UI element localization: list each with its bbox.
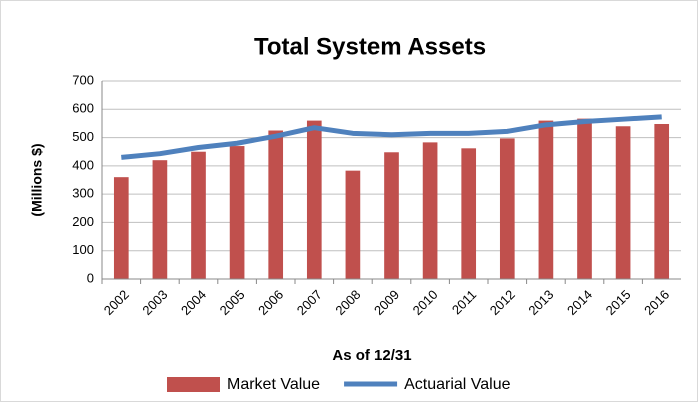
x-axis-label: As of 12/31 [332,347,411,364]
y-axis-label: (Millions $) [29,143,45,216]
bar [499,138,515,279]
legend-label: Actuarial Value [404,376,511,393]
line [121,114,662,160]
bar [229,146,245,279]
y-tick-label: 500 [72,129,94,144]
y-tick-label: 700 [72,72,94,87]
bar [306,120,322,279]
legend-swatch [167,377,220,392]
bar [152,160,168,279]
bar [577,118,592,280]
bar [422,142,438,279]
bar [461,148,477,279]
chart-title: Total System Assets [254,33,486,60]
y-tick-label: 0 [87,270,94,285]
bar [384,152,399,279]
bar [113,177,129,279]
bar [654,123,670,279]
bar [191,151,206,279]
bar [615,126,631,279]
y-tick-label: 300 [72,186,94,201]
bar [268,130,284,279]
legend-label: Market Value [227,376,320,393]
y-tick-label: 400 [72,157,94,172]
bar [345,170,361,279]
y-tick-label: 100 [72,242,94,257]
bar [538,120,554,279]
y-tick-label: 200 [72,214,94,229]
y-tick-label: 600 [72,101,94,116]
